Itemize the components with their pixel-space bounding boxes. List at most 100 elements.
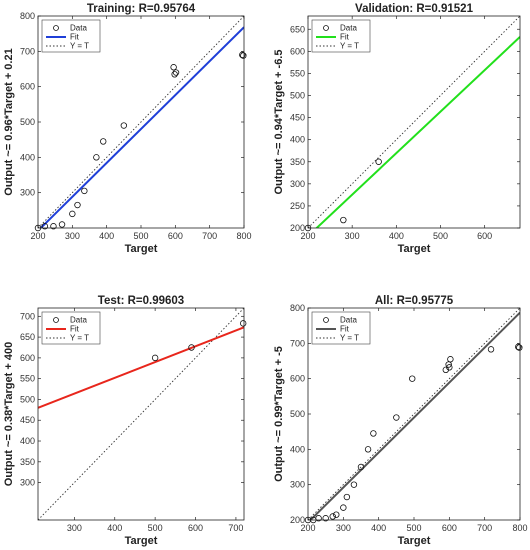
x-axis-label: Target (398, 243, 431, 255)
data-point (350, 481, 358, 488)
data-point (170, 64, 177, 71)
data-point (240, 52, 247, 59)
x-tick-label: 300 (65, 231, 80, 241)
y-tick-label: 250 (290, 201, 305, 211)
x-tick-label: 500 (406, 523, 421, 533)
x-tick-label: 500 (133, 231, 148, 241)
data-point (151, 354, 159, 362)
x-tick-label: 800 (512, 523, 527, 533)
fit-line (315, 36, 520, 228)
y-tick-label: 500 (290, 91, 305, 101)
legend-label-fit: Fit (70, 33, 80, 42)
y-tick-label: 450 (20, 415, 35, 425)
x-tick-label: 200 (300, 523, 315, 533)
y-axis-label: Output ~= 0.94*Target + -6.5 (273, 50, 285, 195)
y-tick-label: 300 (290, 179, 305, 189)
data-point (81, 187, 88, 195)
data-point (50, 223, 57, 230)
x-tick-label: 500 (433, 231, 448, 241)
x-tick-label: 600 (477, 231, 492, 241)
y-tick-label: 300 (20, 188, 35, 198)
y-tick-label: 400 (20, 152, 35, 162)
chart-title: Test: R=0.99603 (98, 295, 184, 307)
x-axis-label: Target (125, 535, 158, 547)
legend-data-marker (53, 317, 59, 323)
data-point (340, 216, 347, 224)
data-point (239, 320, 247, 327)
identity-line (38, 16, 244, 228)
data-point (343, 493, 351, 501)
x-tick-label: 400 (389, 231, 404, 241)
y-tick-label: 800 (290, 303, 305, 313)
data-point (239, 51, 246, 59)
x-tick-label: 700 (477, 523, 492, 533)
x-tick-label: 400 (99, 231, 114, 241)
x-tick-label: 600 (168, 231, 183, 241)
data-point (120, 122, 128, 129)
legend-label-data: Data (70, 316, 87, 325)
legend-label-data: Data (340, 316, 357, 325)
y-tick-label: 650 (20, 332, 35, 342)
identity-line (38, 308, 244, 520)
legend-label-identity: Y = T (70, 42, 89, 51)
data-point (333, 511, 340, 518)
legend-label-identity: Y = T (340, 334, 359, 343)
axes-box (37, 307, 245, 521)
x-tick-label: 800 (236, 231, 251, 241)
x-axis-label: Target (125, 243, 158, 255)
identity-line (308, 308, 520, 520)
legend-label-data: Data (70, 24, 87, 33)
chart-title: Validation: R=0.91521 (355, 3, 474, 15)
legend-box (311, 19, 371, 53)
data-point (446, 364, 453, 371)
panel-3: Test: R=0.99603 300 400 500 600 700 300 350 400 4… (3, 295, 247, 547)
data-point (100, 138, 107, 145)
data-point (58, 221, 66, 228)
legend-data-marker (323, 25, 329, 31)
data-point (515, 343, 522, 351)
panel-2: Validation: R=0.91521 200 300 400 500 600 200 2… (273, 3, 521, 255)
data-point (172, 69, 180, 76)
y-tick-label: 400 (290, 135, 305, 145)
x-tick-label: 300 (336, 523, 351, 533)
data-point (357, 463, 365, 471)
y-tick-label: 650 (290, 24, 305, 34)
legend-data-marker (323, 317, 329, 323)
y-tick-label: 300 (20, 478, 35, 488)
fit-line (38, 326, 244, 409)
identity-line (308, 16, 520, 228)
data-point (409, 375, 416, 382)
data-point (329, 513, 336, 520)
fit-line (309, 311, 520, 520)
data-point (315, 515, 322, 522)
data-point (188, 344, 195, 351)
data-point (93, 154, 100, 161)
y-tick-label: 600 (290, 374, 305, 384)
y-axis-label: Output ~= 0.99*Target + -5 (273, 346, 285, 482)
legend-label-fit: Fit (340, 325, 350, 334)
y-tick-label: 350 (20, 457, 35, 467)
legend-label-identity: Y = T (340, 42, 359, 51)
data-point (370, 430, 377, 437)
y-tick-label: 200 (290, 515, 305, 525)
data-point (322, 515, 329, 522)
x-tick-label: 200 (300, 231, 315, 241)
x-axis-label: Target (398, 535, 431, 547)
x-tick-label: 400 (371, 523, 386, 533)
legend-label-data: Data (340, 24, 357, 33)
panel-1: Training: R=0.95764 200 300 400 500 600 700 800… (3, 3, 252, 255)
data-point (516, 344, 523, 351)
y-tick-label: 700 (20, 311, 35, 321)
x-tick-label: 600 (442, 523, 457, 533)
y-tick-label: 550 (20, 374, 35, 384)
y-tick-label: 350 (290, 157, 305, 167)
y-tick-label: 800 (20, 11, 35, 21)
x-tick-label: 600 (188, 523, 203, 533)
data-point (69, 210, 76, 218)
y-tick-label: 500 (20, 394, 35, 404)
legend-label-identity: Y = T (70, 334, 89, 343)
data-point (364, 446, 372, 453)
